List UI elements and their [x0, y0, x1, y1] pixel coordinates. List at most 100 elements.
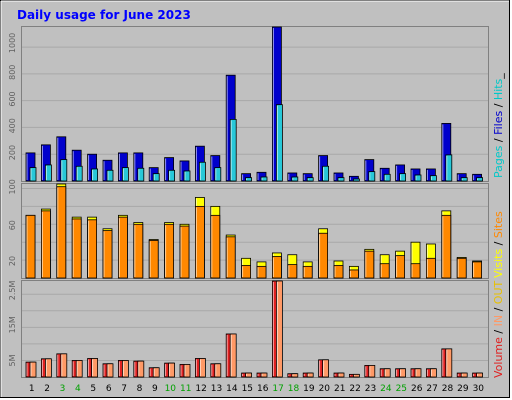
y-tick-label-200: 200 [8, 145, 17, 160]
x-tick-label-day-29: 29 [457, 384, 469, 394]
bar-in-day-19 [306, 372, 314, 378]
x-tick-label-day-27: 27 [426, 384, 437, 394]
y-tick-label-2.5M: 2.5M [8, 281, 17, 301]
bar-in-day-29 [460, 372, 468, 378]
legend-part-5: _ [492, 73, 505, 80]
legend-part-3: / [492, 100, 505, 111]
bar-in-day-20 [322, 359, 330, 378]
panel-hits-box [21, 26, 489, 182]
bar-files-day-19 [306, 177, 314, 182]
x-tick-label-day-22: 22 [349, 384, 360, 394]
bar-in-day-2 [45, 358, 52, 378]
bar-in-day-8 [137, 360, 145, 378]
bar-sites-day-16 [256, 265, 267, 279]
y-tick-label-800: 800 [8, 65, 17, 80]
x-tick-label-day-14: 14 [226, 384, 238, 394]
bar-in-day-12 [198, 358, 206, 378]
chart-title: Daily usage for June 2023 [17, 8, 191, 22]
x-tick-label-day-26: 26 [411, 384, 423, 394]
bar-in-day-21 [337, 372, 345, 378]
bar-sites-day-3 [56, 186, 67, 279]
bar-in-day-23 [368, 365, 376, 378]
y-tick-label-400: 400 [8, 118, 17, 133]
bar-sites-day-7 [118, 216, 128, 279]
bar-sites-day-4 [71, 218, 82, 279]
x-tick-label-day-13: 13 [211, 384, 222, 394]
legend-hits-files-pages: Pages / Files / Hits_ [492, 73, 505, 178]
x-tick-label-day-15: 15 [242, 384, 253, 394]
bar-sites-day-13 [210, 214, 221, 279]
x-tick-label-day-24: 24 [380, 384, 392, 394]
panel-volume: 5M 15M 2.5M [8, 280, 489, 378]
x-axis-day-labels: 1 2 3 4 5 6 7 8 9 10 11 12 13 14 15 16 17 18 19 20 21 22 23 24 2… [29, 384, 484, 394]
bar-in-day-4 [75, 360, 83, 378]
bar-files-day-30 [476, 177, 484, 182]
x-tick-label-day-10: 10 [165, 384, 177, 394]
bar-sites-day-12 [194, 205, 205, 279]
x-tick-label-day-1: 1 [29, 384, 35, 394]
bar-in-day-9 [152, 367, 160, 378]
bar-in-day-22 [352, 373, 360, 378]
legend-part-2: Files [492, 111, 505, 135]
legend-part-0: Pages [492, 145, 505, 178]
legend-part-4: OUT [492, 280, 505, 304]
x-tick-label-day-23: 23 [365, 384, 376, 394]
bar-files-day-6 [106, 169, 114, 182]
bar-files-day-11 [183, 170, 191, 182]
bar-files-day-29 [460, 177, 468, 182]
bar-files-day-16 [260, 176, 268, 182]
bar-sites-day-5 [87, 219, 97, 279]
bar-files-day-28 [445, 154, 453, 182]
y-tick-label-15M: 15M [8, 316, 17, 333]
bar-sites-day-14 [225, 236, 236, 279]
bar-sites-day-18 [287, 264, 298, 279]
legend-part-0: Volume [492, 337, 505, 378]
bar-in-day-16 [260, 372, 268, 378]
bar-sites-day-20 [318, 232, 329, 279]
bar-files-day-17 [275, 104, 283, 182]
bar-files-day-2 [45, 164, 52, 182]
legend-visits-sites: Visits / Sites [492, 211, 505, 278]
bar-files-day-13 [214, 167, 222, 182]
bar-files-day-9 [152, 173, 160, 182]
panel-visits-sites: 20 60 100 [8, 179, 489, 279]
bar-in-day-28 [445, 348, 453, 378]
bar-in-day-13 [214, 363, 222, 378]
bar-sites-day-25 [395, 255, 406, 279]
legend-part-3: / [492, 304, 505, 315]
x-tick-label-day-20: 20 [319, 384, 331, 394]
bar-files-day-27 [429, 175, 437, 182]
bar-files-day-5 [91, 168, 98, 182]
bar-sites-day-29 [456, 257, 467, 279]
bar-sites-day-6 [102, 230, 113, 279]
x-tick-label-day-11: 11 [180, 384, 191, 394]
bar-files-day-24 [383, 173, 391, 182]
bar-in-day-15 [245, 372, 253, 378]
bar-in-day-11 [183, 364, 191, 378]
x-tick-label-day-2: 2 [44, 384, 50, 394]
y-tick-label-600: 600 [8, 91, 17, 106]
bar-files-day-10 [168, 169, 176, 182]
bar-sites-day-26 [410, 263, 421, 279]
legend-part-1: / [492, 238, 505, 249]
bar-files-day-18 [291, 176, 299, 182]
bar-in-day-10 [168, 362, 176, 378]
x-tick-label-day-9: 9 [152, 384, 158, 394]
bar-files-day-22 [352, 178, 360, 182]
x-tick-label-day-16: 16 [257, 384, 269, 394]
bar-files-day-20 [322, 165, 330, 182]
y-tick-label-20: 20 [8, 256, 17, 266]
bar-sites-day-9 [148, 239, 159, 279]
bar-sites-day-28 [441, 214, 452, 279]
bar-sites-day-10 [164, 223, 175, 279]
x-tick-label-day-30: 30 [473, 384, 485, 394]
y-tick-label-60: 60 [8, 220, 17, 230]
y-tick-label-1000: 1000 [8, 33, 17, 53]
bar-in-day-27 [429, 368, 437, 378]
bar-sites-day-8 [133, 223, 144, 279]
panel-hits-files-pages: 200 400 600 800 1000 [8, 26, 489, 182]
bar-in-day-6 [106, 363, 114, 378]
bar-sites-day-11 [179, 225, 190, 279]
legend-volume: Volume / IN / OUT [492, 280, 505, 378]
bar-sites-day-2 [41, 210, 51, 279]
